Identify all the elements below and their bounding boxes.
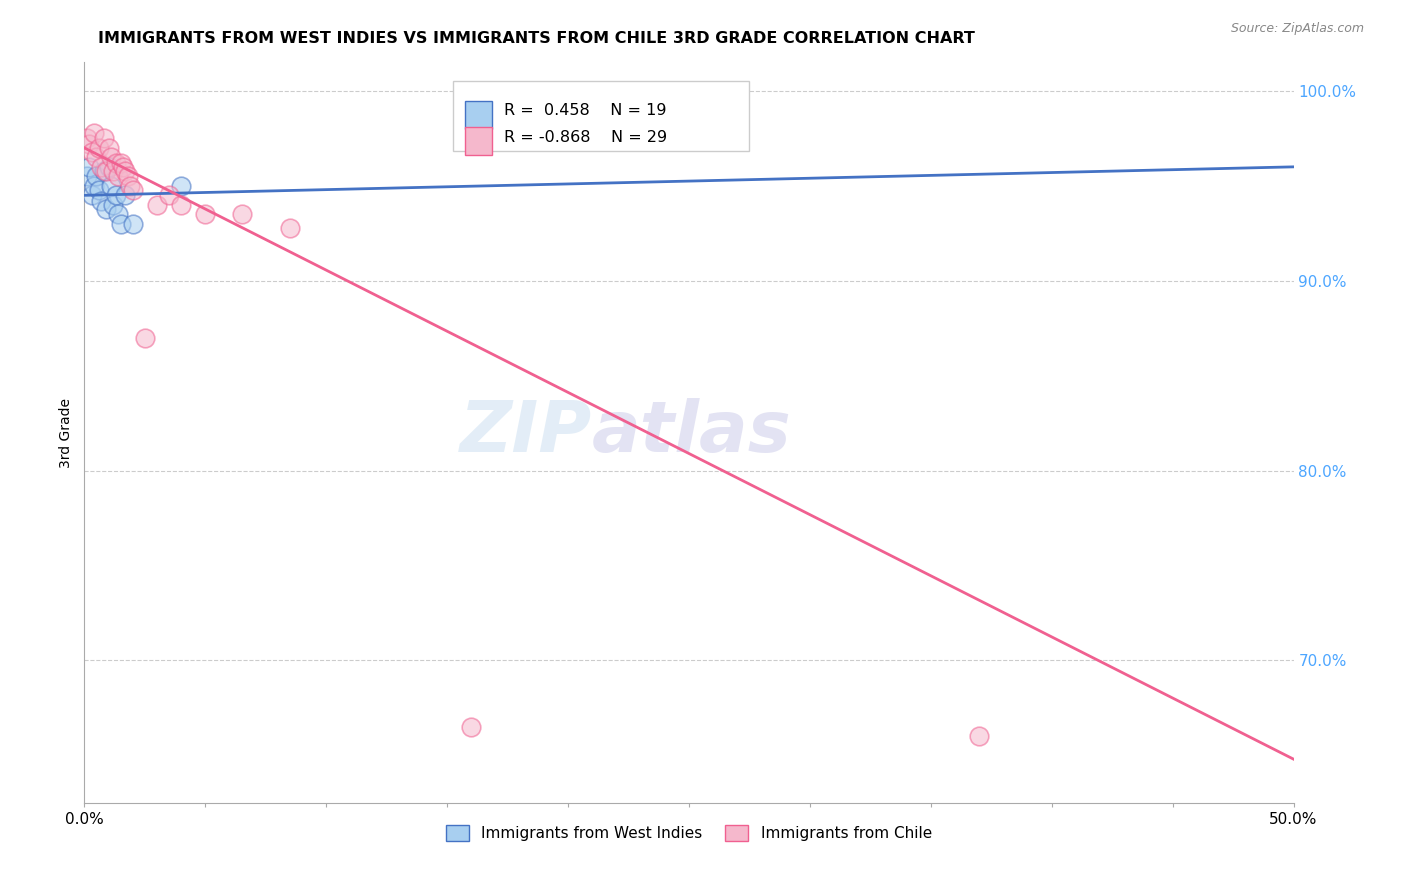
Point xyxy=(146,198,169,212)
Point xyxy=(80,188,103,202)
Point xyxy=(83,126,105,140)
Point xyxy=(110,156,132,170)
Point xyxy=(100,178,122,193)
Point xyxy=(702,94,724,108)
Point xyxy=(114,163,136,178)
Y-axis label: 3rd Grade: 3rd Grade xyxy=(59,398,73,467)
Point xyxy=(100,150,122,164)
Point xyxy=(134,331,156,345)
Point xyxy=(157,188,180,202)
Point xyxy=(121,217,143,231)
Point xyxy=(76,131,98,145)
Text: ZIP: ZIP xyxy=(460,398,592,467)
FancyBboxPatch shape xyxy=(465,127,492,155)
Point xyxy=(90,160,112,174)
Point xyxy=(97,160,120,174)
Point xyxy=(93,131,115,145)
Point xyxy=(103,198,125,212)
Text: R =  0.458    N = 19: R = 0.458 N = 19 xyxy=(503,103,666,118)
Point xyxy=(112,160,135,174)
Point xyxy=(76,169,98,184)
Point xyxy=(120,178,142,193)
Point xyxy=(104,188,127,202)
Point xyxy=(86,150,108,164)
Point xyxy=(121,183,143,197)
Text: atlas: atlas xyxy=(592,398,792,467)
Point xyxy=(231,207,253,221)
Point xyxy=(90,194,112,208)
Point xyxy=(87,141,110,155)
Point xyxy=(460,720,482,734)
Point xyxy=(967,730,990,744)
Point xyxy=(77,137,100,152)
Point xyxy=(194,207,217,221)
Point xyxy=(93,163,115,178)
Point xyxy=(170,178,193,193)
FancyBboxPatch shape xyxy=(465,101,492,128)
Point xyxy=(104,156,127,170)
Point xyxy=(117,169,139,184)
Point xyxy=(107,169,129,184)
Text: Source: ZipAtlas.com: Source: ZipAtlas.com xyxy=(1230,22,1364,36)
Point xyxy=(77,160,100,174)
Point xyxy=(80,145,103,159)
Point xyxy=(83,178,105,193)
Text: IMMIGRANTS FROM WEST INDIES VS IMMIGRANTS FROM CHILE 3RD GRADE CORRELATION CHART: IMMIGRANTS FROM WEST INDIES VS IMMIGRANT… xyxy=(98,31,976,46)
Point xyxy=(86,169,108,184)
Point xyxy=(97,141,120,155)
Point xyxy=(87,183,110,197)
FancyBboxPatch shape xyxy=(453,81,749,152)
Point xyxy=(107,207,129,221)
Point xyxy=(110,217,132,231)
Point xyxy=(94,163,117,178)
Legend: Immigrants from West Indies, Immigrants from Chile: Immigrants from West Indies, Immigrants … xyxy=(440,819,938,847)
Point xyxy=(114,188,136,202)
Point xyxy=(103,163,125,178)
Point xyxy=(94,202,117,216)
Point xyxy=(278,220,301,235)
Point xyxy=(170,198,193,212)
Text: R = -0.868    N = 29: R = -0.868 N = 29 xyxy=(503,129,666,145)
